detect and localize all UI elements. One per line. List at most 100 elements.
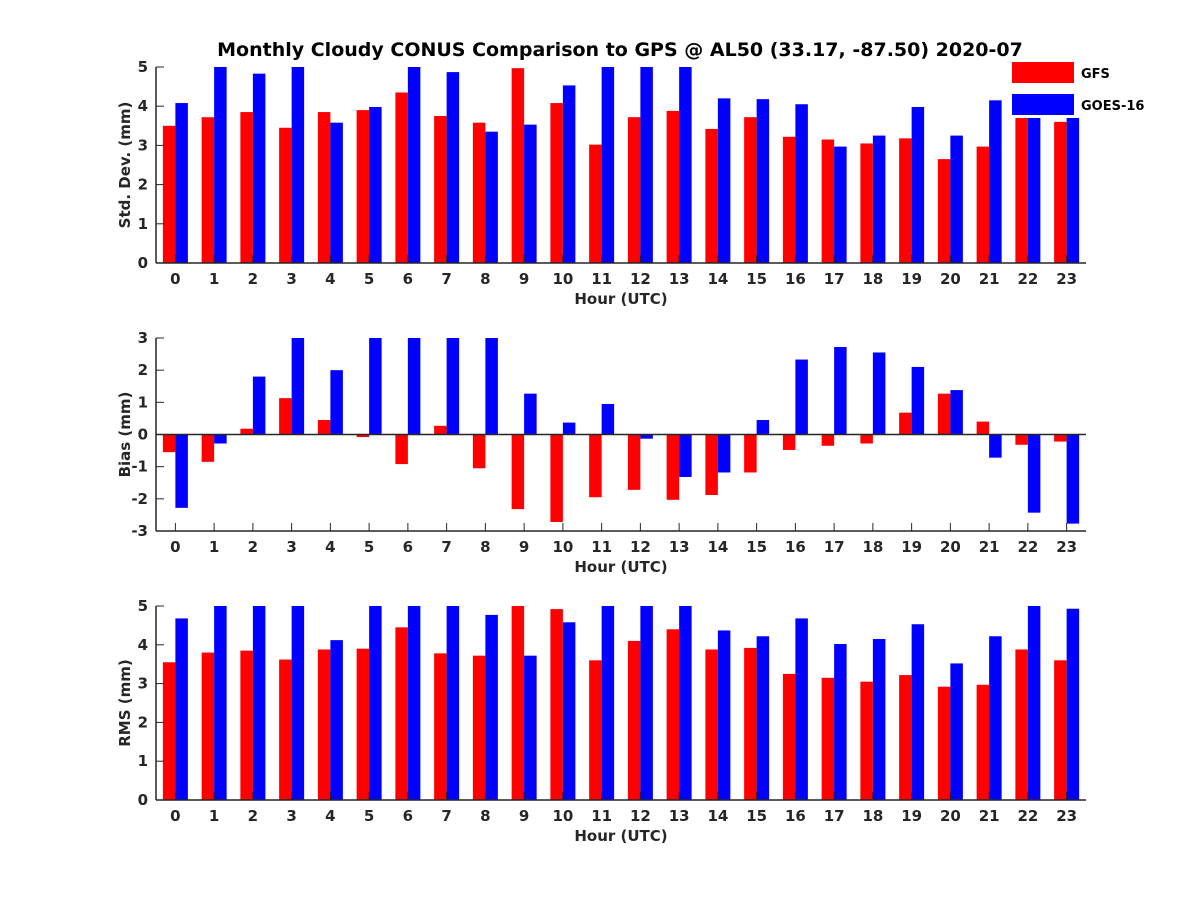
bar-gfs-hour-11	[589, 660, 602, 800]
x-tick-label: 23	[1056, 270, 1077, 288]
y-tick-label: 3	[138, 136, 148, 154]
y-tick-label: 3	[138, 675, 148, 693]
bar-goes-16-hour-17	[834, 146, 847, 263]
x-tick-label: 20	[940, 270, 961, 288]
x-tick-label: 12	[630, 538, 651, 556]
x-tick-label: 19	[901, 538, 922, 556]
x-tick-label: 8	[480, 270, 490, 288]
x-tick-label: 14	[707, 538, 728, 556]
bar-goes-16-hour-9	[524, 655, 537, 800]
bar-gfs-hour-15	[744, 434, 757, 473]
x-tick-label: 7	[441, 538, 451, 556]
bar-goes-16-hour-7	[446, 72, 460, 263]
y-tick-label: 4	[138, 636, 148, 654]
y-tick-label: 3	[138, 329, 148, 347]
bar-gfs-hour-12	[627, 117, 641, 264]
x-tick-label: 4	[325, 270, 335, 288]
bar-gfs-hour-4	[317, 112, 331, 263]
x-tick-label: 7	[441, 807, 451, 825]
bar-gfs-hour-19	[899, 675, 912, 800]
y-tick-label: -1	[131, 458, 148, 476]
bar-gfs-hour-5	[356, 648, 370, 800]
bar-goes-16-hour-1	[214, 606, 227, 800]
bar-gfs-hour-15	[744, 117, 757, 264]
x-tick-label: 21	[979, 538, 1000, 556]
bar-goes-16-hour-4	[330, 370, 343, 435]
x-tick-label: 20	[940, 538, 961, 556]
bar-gfs-hour-7	[434, 653, 447, 800]
x-tick-label: 14	[707, 807, 728, 825]
bar-gfs-hour-22	[1015, 111, 1028, 263]
x-tick-label: 6	[403, 538, 413, 556]
x-tick-label: 2	[248, 270, 258, 288]
x-tick-label: 18	[862, 538, 883, 556]
bar-goes-16-hour-10	[562, 622, 576, 800]
bar-gfs-hour-14	[705, 649, 718, 800]
x-tick-label: 13	[669, 807, 690, 825]
bar-goes-16-hour-19	[911, 366, 925, 435]
bar-gfs-hour-20	[937, 686, 951, 800]
bar-goes-16-hour-15	[756, 636, 770, 800]
bar-gfs-hour-7	[434, 116, 447, 263]
bar-gfs-hour-21	[976, 421, 990, 435]
bar-goes-16-hour-12	[640, 606, 653, 800]
bar-gfs-hour-5	[356, 110, 370, 264]
y-axis-label: RMS (mm)	[116, 659, 134, 746]
x-tick-label: 2	[248, 538, 258, 556]
x-tick-label: 4	[325, 807, 335, 825]
x-tick-label: 10	[552, 807, 573, 825]
x-tick-label: 22	[1017, 538, 1038, 556]
bar-goes-16-hour-14	[717, 98, 731, 263]
x-tick-label: 9	[519, 807, 529, 825]
bar-gfs-hour-8	[472, 655, 486, 800]
x-tick-label: 17	[824, 807, 845, 825]
bar-gfs-hour-16	[782, 434, 796, 450]
bar-gfs-hour-14	[705, 434, 718, 495]
bar-gfs-hour-17	[821, 677, 835, 800]
y-tick-label: 0	[138, 254, 148, 272]
bar-gfs-hour-23	[1054, 660, 1067, 800]
bar-goes-16-hour-18	[872, 638, 886, 800]
bar-goes-16-hour-14	[717, 434, 731, 473]
bar-goes-16-hour-0	[175, 618, 188, 800]
x-tick-label: 11	[591, 807, 612, 825]
bar-gfs-hour-12	[627, 640, 641, 800]
bar-gfs-hour-6	[395, 434, 408, 465]
bar-goes-16-hour-3	[291, 338, 305, 435]
legend-label-goes-16: GOES-16	[1081, 99, 1144, 114]
bar-goes-16-hour-21	[989, 636, 1002, 800]
legend-swatch-gfs	[1012, 62, 1074, 83]
bar-goes-16-hour-11	[601, 606, 615, 800]
x-tick-label: 20	[940, 807, 961, 825]
bar-goes-16-hour-11	[601, 67, 615, 263]
x-tick-label: 1	[209, 807, 219, 825]
bar-gfs-hour-10	[550, 434, 563, 522]
x-tick-label: 4	[325, 538, 335, 556]
x-tick-label: 11	[591, 538, 612, 556]
y-tick-label: 2	[138, 361, 148, 379]
bar-gfs-hour-13	[666, 629, 680, 800]
bar-goes-16-hour-3	[291, 606, 305, 800]
x-tick-label: 13	[669, 538, 690, 556]
bar-goes-16-hour-4	[330, 122, 343, 263]
bar-goes-16-hour-21	[989, 100, 1002, 263]
bar-gfs-hour-4	[317, 649, 331, 800]
bar-gfs-hour-16	[782, 673, 796, 800]
bar-gfs-hour-22	[1015, 649, 1028, 800]
x-tick-label: 2	[248, 807, 258, 825]
x-tick-label: 5	[364, 270, 374, 288]
legend-label-gfs: GFS	[1081, 67, 1110, 82]
x-tick-label: 18	[862, 270, 883, 288]
x-axis-label: Hour (UTC)	[574, 558, 667, 576]
x-tick-label: 21	[979, 270, 1000, 288]
bar-goes-16-hour-16	[795, 359, 808, 435]
x-tick-label: 21	[979, 807, 1000, 825]
x-tick-label: 3	[286, 538, 296, 556]
y-tick-label: 5	[138, 597, 148, 615]
x-tick-label: 17	[824, 270, 845, 288]
x-tick-label: 12	[630, 807, 651, 825]
bar-goes-16-hour-21	[989, 434, 1002, 458]
bar-gfs-hour-12	[627, 434, 641, 490]
